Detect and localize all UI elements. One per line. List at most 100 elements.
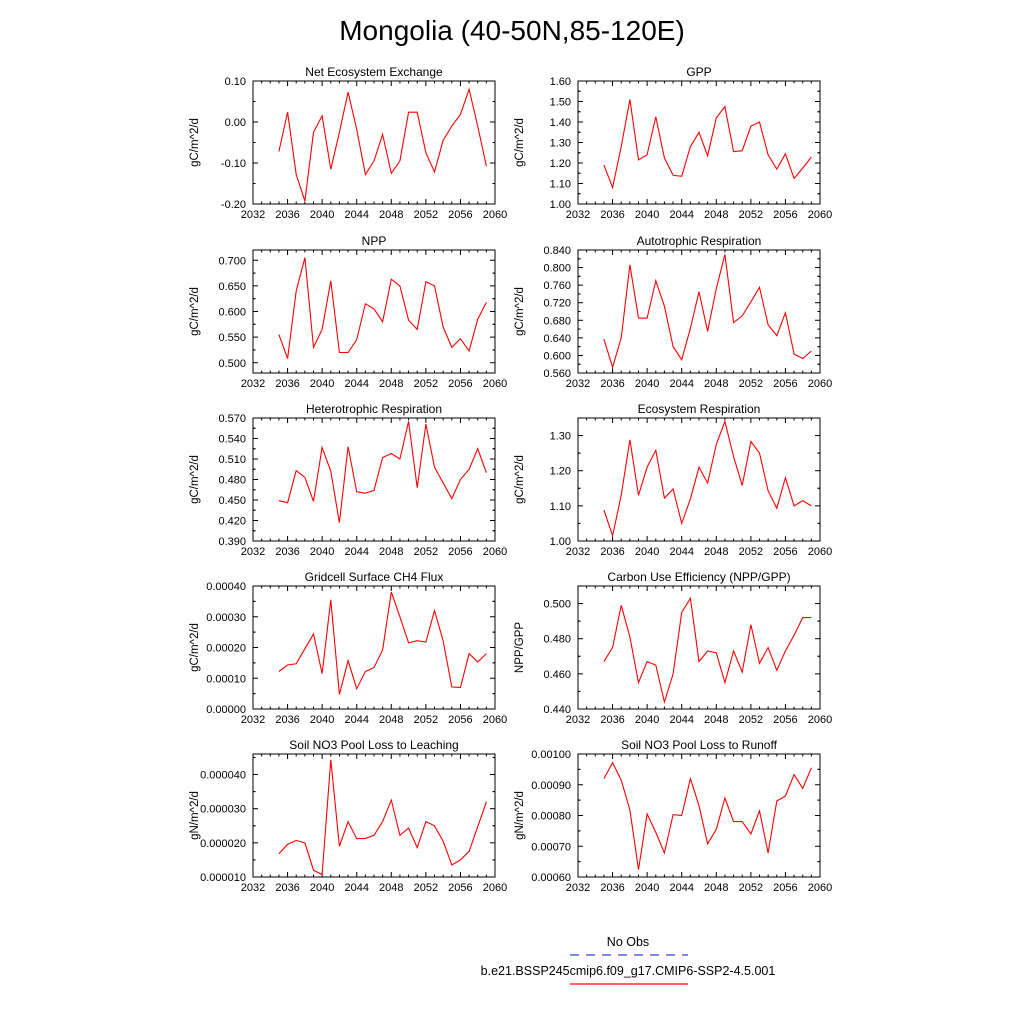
x-tick-label: 2060 <box>483 378 507 390</box>
x-tick-label: 2056 <box>448 882 472 894</box>
panel-title: Net Ecosystem Exchange <box>305 65 443 79</box>
y-tick-label: -0.10 <box>221 158 246 170</box>
x-tick-label: 2056 <box>773 378 797 390</box>
y-tick-label: 1.30 <box>550 138 571 150</box>
chart-panel-npp: NPP gC/m^2/d 2032 2036 2040 2044 2048 2052 2056 2… <box>189 234 507 390</box>
panel-title: Heterotrophic Respiration <box>306 402 442 416</box>
x-tick-label: 2052 <box>414 882 438 894</box>
x-tick-label: 2048 <box>379 209 403 221</box>
y-tick-label: 0.000030 <box>200 804 246 816</box>
y-tick-label: 1.20 <box>550 466 571 478</box>
figure-title: Mongolia (40-50N,85-120E) <box>339 15 685 46</box>
x-tick-label: 2060 <box>808 714 832 726</box>
y-axis-label: gC/m^2/d <box>189 455 201 504</box>
plot-frame <box>577 80 821 205</box>
x-tick-label: 2060 <box>483 714 507 726</box>
x-tick-label: 2048 <box>704 714 728 726</box>
x-tick-label: 2036 <box>600 209 624 221</box>
y-tick-label: 0.440 <box>543 704 571 716</box>
panel-title: Soil NO3 Pool Loss to Runoff <box>621 738 778 752</box>
x-tick-label: 2060 <box>483 546 507 558</box>
y-axis-label: gC/m^2/d <box>189 118 201 167</box>
x-tick-label: 2040 <box>635 714 659 726</box>
y-tick-label: -0.20 <box>221 199 246 211</box>
y-tick-label: 0.570 <box>218 413 246 425</box>
chart-panel-gpp: GPP gC/m^2/d 2032 2036 2040 2044 2048 2052 2056 2… <box>514 65 832 221</box>
x-tick-label: 2044 <box>344 882 368 894</box>
y-tick-label: 1.20 <box>550 158 571 170</box>
x-tick-label: 2052 <box>739 209 763 221</box>
y-tick-label: 0.00020 <box>206 643 246 655</box>
x-tick-label: 2036 <box>275 209 299 221</box>
x-tick-label: 2040 <box>635 546 659 558</box>
x-tick-label: 2048 <box>379 546 403 558</box>
x-tick-label: 2044 <box>669 546 693 558</box>
x-tick-label: 2040 <box>635 882 659 894</box>
y-tick-label: 1.50 <box>550 97 571 109</box>
x-tick-label: 2056 <box>773 209 797 221</box>
series-line <box>278 87 487 202</box>
x-tick-label: 2032 <box>241 882 265 894</box>
y-tick-label: 0.840 <box>543 245 571 257</box>
x-tick-label: 2060 <box>483 209 507 221</box>
y-tick-label: 0.00000 <box>206 704 246 716</box>
x-tick-label: 2060 <box>808 882 832 894</box>
x-tick-label: 2040 <box>310 209 334 221</box>
y-tick-label: 0.000040 <box>200 770 246 782</box>
x-tick-label: 2048 <box>704 378 728 390</box>
y-tick-label: 0.480 <box>543 634 571 646</box>
y-tick-label: 0.10 <box>225 76 246 88</box>
y-axis-label: NPP/GPP <box>514 622 526 673</box>
x-tick-label: 2036 <box>600 378 624 390</box>
x-tick-label: 2032 <box>241 714 265 726</box>
y-tick-label: 1.10 <box>550 179 571 191</box>
plot-frame <box>252 249 496 374</box>
series-line <box>603 761 812 870</box>
x-tick-label: 2052 <box>739 378 763 390</box>
chart-panel-soil-no3-pool-loss-to-leaching: Soil NO3 Pool Loss to Leaching gN/m^2/d 20… <box>189 738 507 894</box>
y-tick-label: 0.480 <box>218 475 246 487</box>
x-tick-label: 2040 <box>310 378 334 390</box>
plot-frame <box>252 417 496 542</box>
y-tick-label: 0.460 <box>543 669 571 681</box>
series-line <box>278 257 487 359</box>
x-tick-label: 2056 <box>773 882 797 894</box>
x-tick-label: 2032 <box>241 546 265 558</box>
legend-label-model-run: b.e21.BSSP245cmip6.f09_g17.CMIP6-SSP2-4.… <box>481 964 776 978</box>
y-tick-label: 0.720 <box>543 298 571 310</box>
y-axis-label: gC/m^2/d <box>514 455 526 504</box>
y-tick-label: 1.40 <box>550 117 571 129</box>
y-axis-label: gN/m^2/d <box>514 791 526 840</box>
x-tick-label: 2052 <box>414 209 438 221</box>
y-tick-label: 0.550 <box>218 332 246 344</box>
panel-title: Gridcell Surface CH4 Flux <box>305 570 444 584</box>
series-line <box>278 421 487 523</box>
y-tick-label: 0.000020 <box>200 838 246 850</box>
x-tick-label: 2060 <box>808 209 832 221</box>
x-tick-label: 2032 <box>566 714 590 726</box>
y-tick-label: 1.00 <box>550 536 571 548</box>
series-line <box>603 254 812 370</box>
y-tick-label: 0.600 <box>543 350 571 362</box>
panel-title: GPP <box>686 65 711 79</box>
y-tick-label: 0.00070 <box>531 841 571 853</box>
x-tick-label: 2044 <box>344 378 368 390</box>
x-tick-label: 2044 <box>344 714 368 726</box>
x-tick-label: 2032 <box>566 209 590 221</box>
x-tick-label: 2056 <box>448 378 472 390</box>
y-tick-label: 0.510 <box>218 454 246 466</box>
y-tick-label: 1.00 <box>550 199 571 211</box>
plot-frame <box>577 753 821 878</box>
panel-title: Autotrophic Respiration <box>637 234 762 248</box>
panels: Net Ecosystem Exchange gC/m^2/d 2032 2036 20… <box>189 65 832 894</box>
plot-frame <box>252 585 496 710</box>
y-tick-label: 0.00060 <box>531 872 571 884</box>
y-tick-label: 0.00030 <box>206 612 246 624</box>
chart-panel-net-ecosystem-exchange: Net Ecosystem Exchange gC/m^2/d 2032 2036 20… <box>189 65 507 221</box>
y-tick-label: 0.640 <box>543 333 571 345</box>
x-tick-label: 2040 <box>310 714 334 726</box>
y-tick-label: 1.30 <box>550 431 571 443</box>
series-line <box>278 591 487 695</box>
x-tick-label: 2052 <box>414 378 438 390</box>
panel-title: Soil NO3 Pool Loss to Leaching <box>289 738 458 752</box>
